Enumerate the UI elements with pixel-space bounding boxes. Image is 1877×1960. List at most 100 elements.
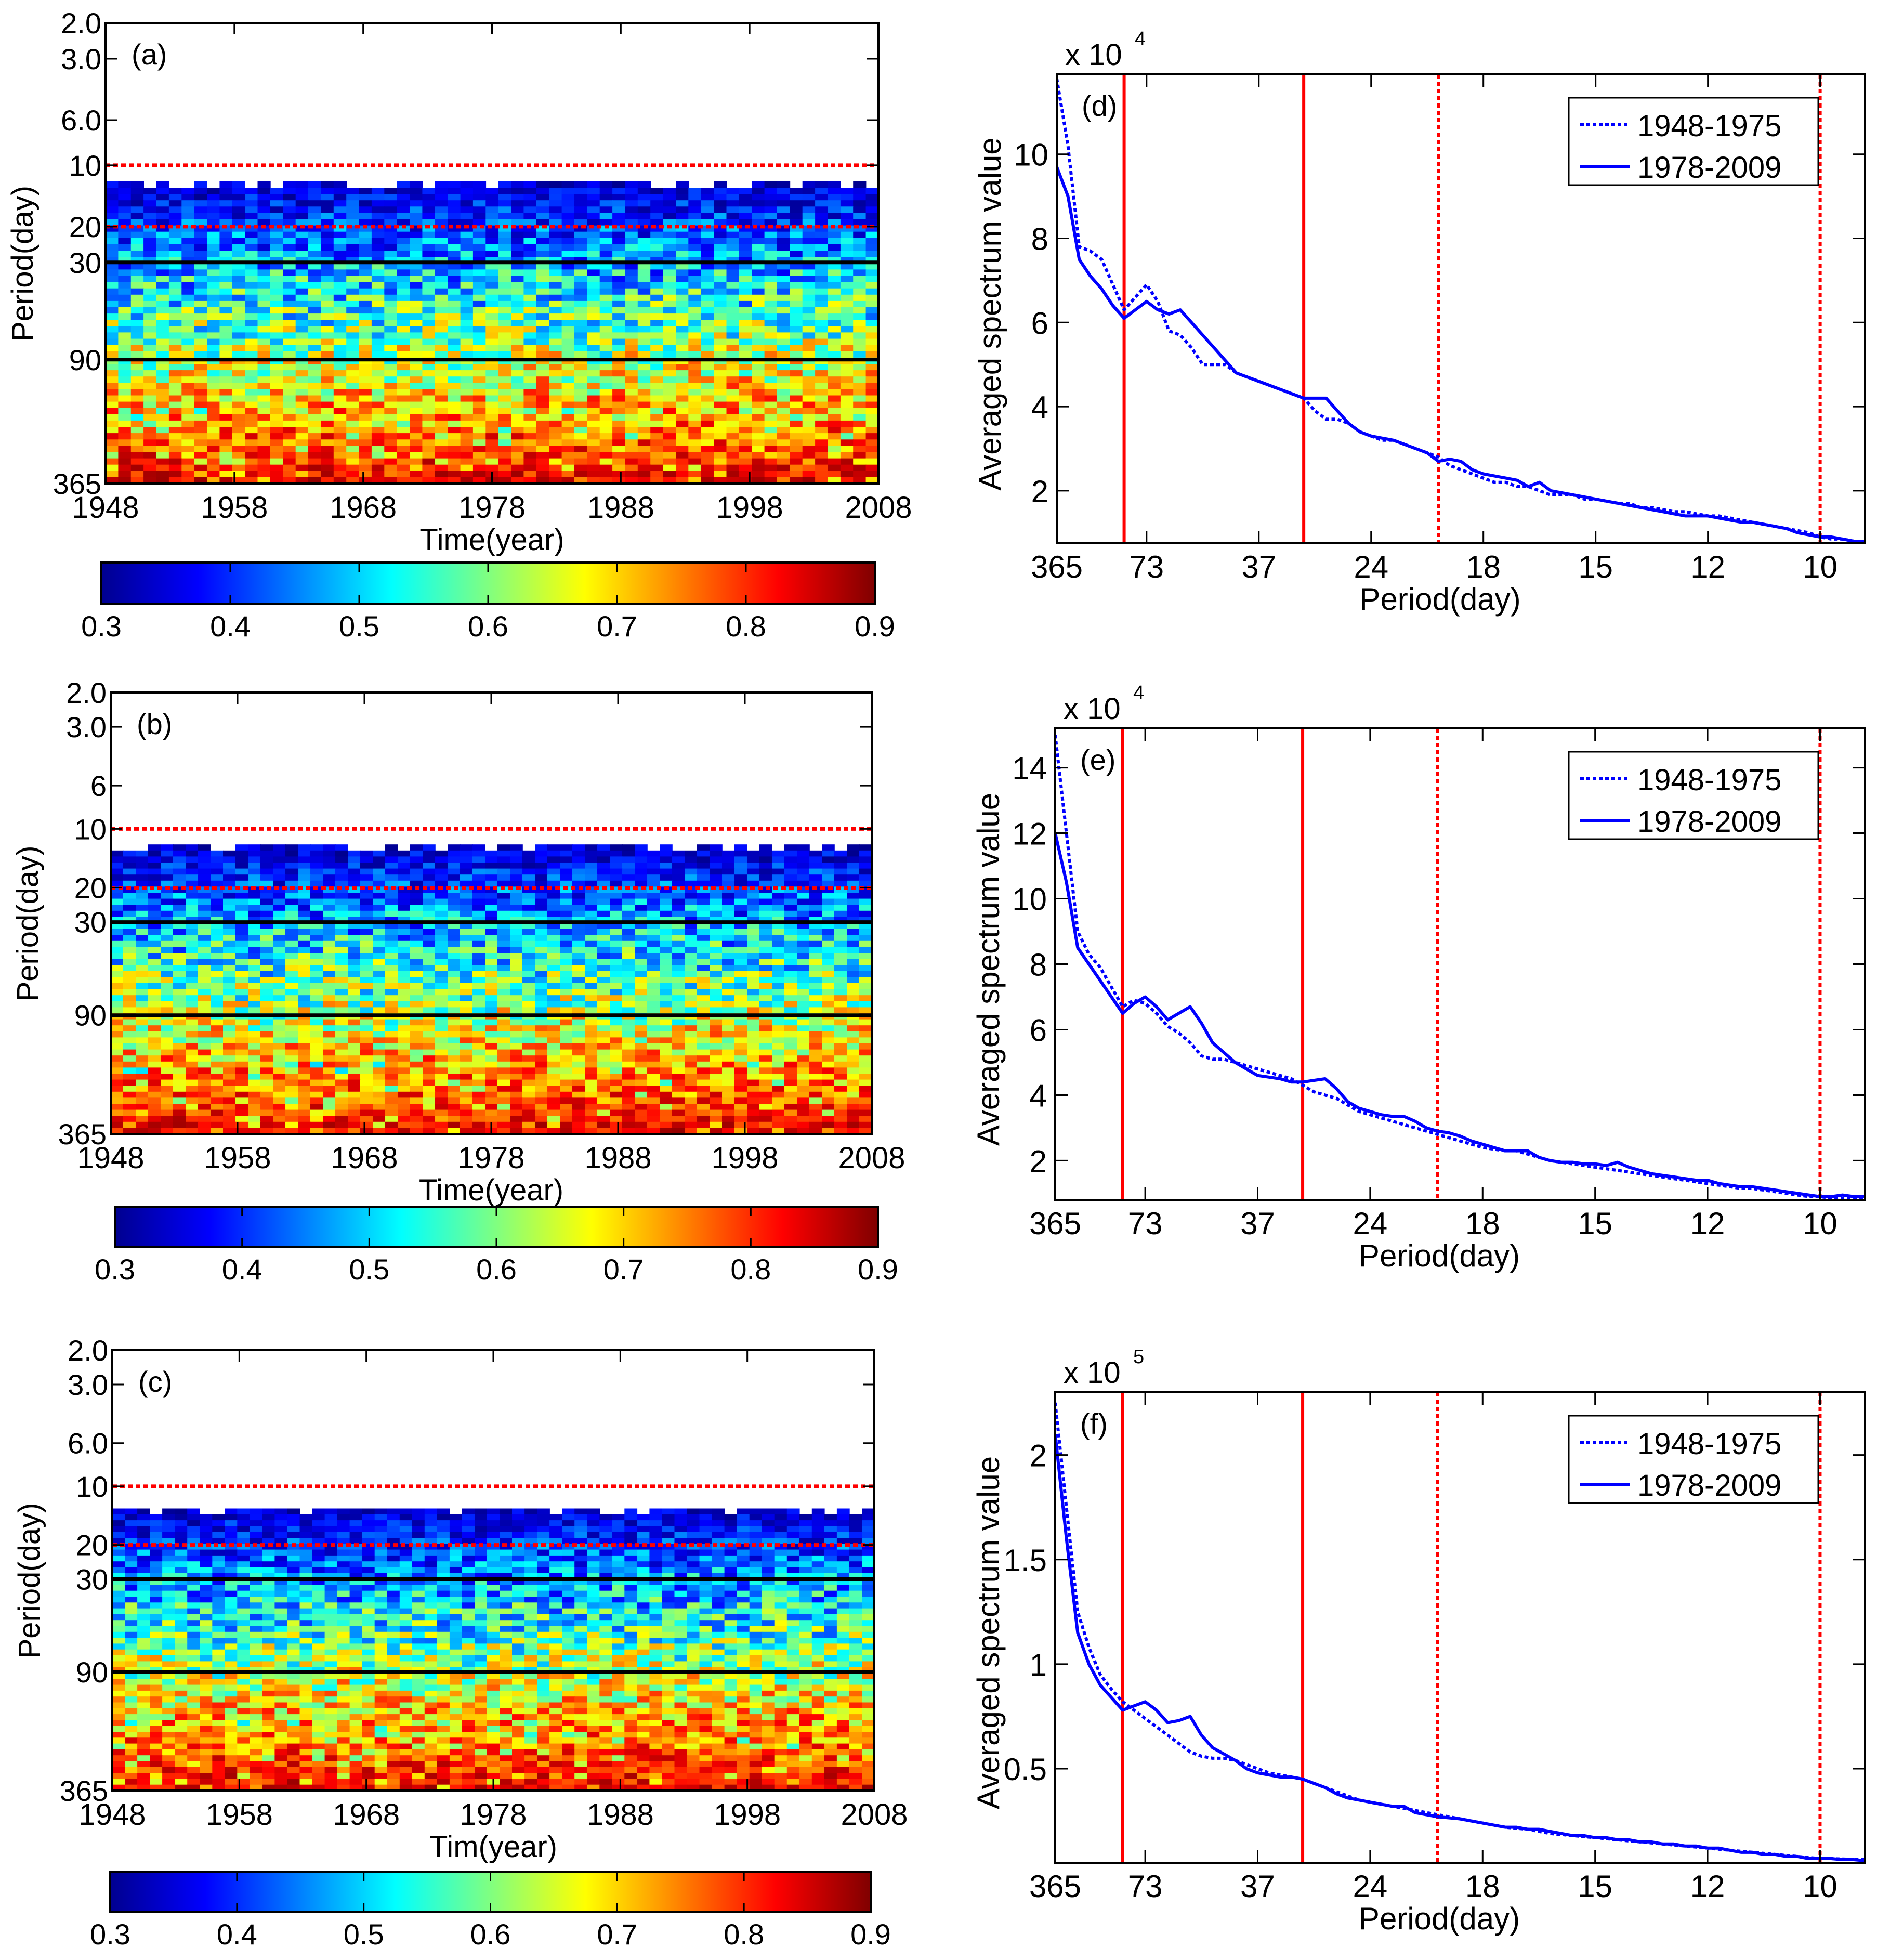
- heatmap-cell: [660, 868, 673, 875]
- heatmap-cell: [523, 477, 537, 484]
- heatmap-cell: [260, 1031, 273, 1038]
- heatmap-cell: [802, 389, 816, 396]
- heatmap-cell: [790, 427, 803, 434]
- heatmap-cell: [398, 863, 411, 869]
- heatmap-cell: [435, 282, 448, 289]
- heatmap-cell: [572, 1031, 585, 1038]
- heatmap-cell: [472, 868, 485, 875]
- heatmap-cell: [283, 269, 296, 277]
- heatmap-cell: [722, 1007, 735, 1014]
- heatmap-cell: [599, 251, 613, 257]
- heatmap-cell: [752, 364, 765, 371]
- heatmap-cell: [257, 282, 271, 289]
- heatmap-cell: [561, 300, 575, 308]
- heatmap-cell: [701, 263, 714, 270]
- heatmap-cell: [106, 200, 119, 207]
- heatmap-cell: [635, 874, 648, 881]
- heatmap-cell: [688, 414, 702, 421]
- heatmap-cell: [572, 1019, 585, 1026]
- heatmap-cell: [422, 351, 436, 358]
- heatmap-cell: [847, 910, 860, 918]
- heatmap-cell: [650, 458, 664, 465]
- heatmap-cell: [599, 200, 613, 207]
- heatmap-cell: [722, 923, 735, 930]
- heatmap-cell: [815, 181, 829, 188]
- heatmap-cell: [822, 1001, 835, 1008]
- heatmap-cell: [790, 320, 803, 327]
- heatmap-cell: [734, 844, 747, 851]
- heatmap-cell: [485, 995, 498, 1002]
- heatmap-cell: [822, 971, 835, 978]
- heatmap-cell: [865, 288, 878, 295]
- heatmap-cell: [168, 471, 182, 478]
- heatmap-cell: [734, 1037, 747, 1044]
- heatmap-cell: [283, 300, 296, 308]
- heatmap-cell: [111, 1037, 124, 1044]
- heatmap-cell: [834, 1031, 847, 1038]
- heatmap-cell: [472, 1007, 485, 1014]
- heatmap-cell: [647, 953, 660, 960]
- heatmap-cell: [734, 1019, 747, 1026]
- heatmap-cell: [853, 458, 867, 465]
- heatmap-cell: [759, 947, 772, 953]
- heatmap-cell: [853, 433, 867, 440]
- heatmap-cell: [859, 977, 872, 984]
- heatmap-cell: [173, 989, 186, 996]
- heatmap-cell: [410, 893, 423, 899]
- heatmap-cell: [130, 251, 144, 257]
- heatmap-cell: [270, 370, 284, 377]
- heatmap-cell: [207, 414, 220, 421]
- heatmap-cell: [610, 983, 623, 990]
- heatmap-cell: [585, 850, 598, 857]
- heatmap-cell: [472, 351, 487, 358]
- heatmap-cell: [373, 971, 386, 978]
- heatmap-cell: [672, 1007, 685, 1014]
- heatmap-cell: [637, 313, 651, 320]
- heatmap-cell: [739, 408, 753, 415]
- heatmap-cell: [650, 370, 664, 377]
- heatmap-cell: [549, 231, 562, 239]
- heatmap-cell: [485, 345, 499, 352]
- heatmap-cell: [257, 345, 271, 352]
- heatmap-cell: [410, 1019, 423, 1026]
- heatmap-cell: [660, 1019, 673, 1026]
- heatmap-cell: [663, 458, 676, 465]
- heatmap-cell: [853, 420, 867, 427]
- heatmap-cell: [822, 923, 835, 930]
- heatmap-cell: [211, 910, 224, 918]
- heatmap-cell: [865, 282, 878, 289]
- heatmap-cell: [752, 213, 765, 220]
- heatmap-cell: [283, 364, 296, 371]
- heatmap-cell: [511, 206, 524, 214]
- heatmap-cell: [257, 414, 271, 421]
- heatmap-cell: [285, 965, 298, 972]
- heatmap-cell: [148, 1037, 161, 1044]
- heatmap-cell: [435, 1007, 448, 1014]
- heatmap-cell: [739, 206, 753, 214]
- heatmap-cell: [663, 471, 676, 478]
- heatmap-cell: [384, 307, 398, 314]
- heatmap-cell: [333, 244, 347, 251]
- heatmap-cell: [840, 300, 854, 308]
- heatmap-cell: [435, 898, 448, 905]
- heatmap-cell: [597, 953, 610, 960]
- heatmap-cell: [118, 269, 132, 277]
- heatmap-cell: [802, 251, 816, 257]
- heatmap-cell: [283, 200, 296, 207]
- heatmap-cell: [130, 276, 144, 283]
- heatmap-cell: [612, 433, 626, 440]
- heatmap-cell: [346, 389, 360, 396]
- heatmap-cell: [859, 965, 872, 972]
- heatmap-cell: [828, 213, 841, 220]
- heatmap-cell: [371, 464, 385, 472]
- heatmap-cell: [764, 263, 778, 270]
- heatmap-cell: [410, 868, 423, 875]
- heatmap-cell: [118, 376, 132, 384]
- heatmap-cell: [637, 446, 651, 453]
- heatmap-cell: [797, 947, 810, 953]
- heatmap-cell: [460, 219, 474, 226]
- heatmap-cell: [752, 427, 765, 434]
- heatmap-cell: [270, 326, 284, 333]
- heatmap-cell: [423, 935, 436, 942]
- heatmap-cell: [422, 200, 436, 207]
